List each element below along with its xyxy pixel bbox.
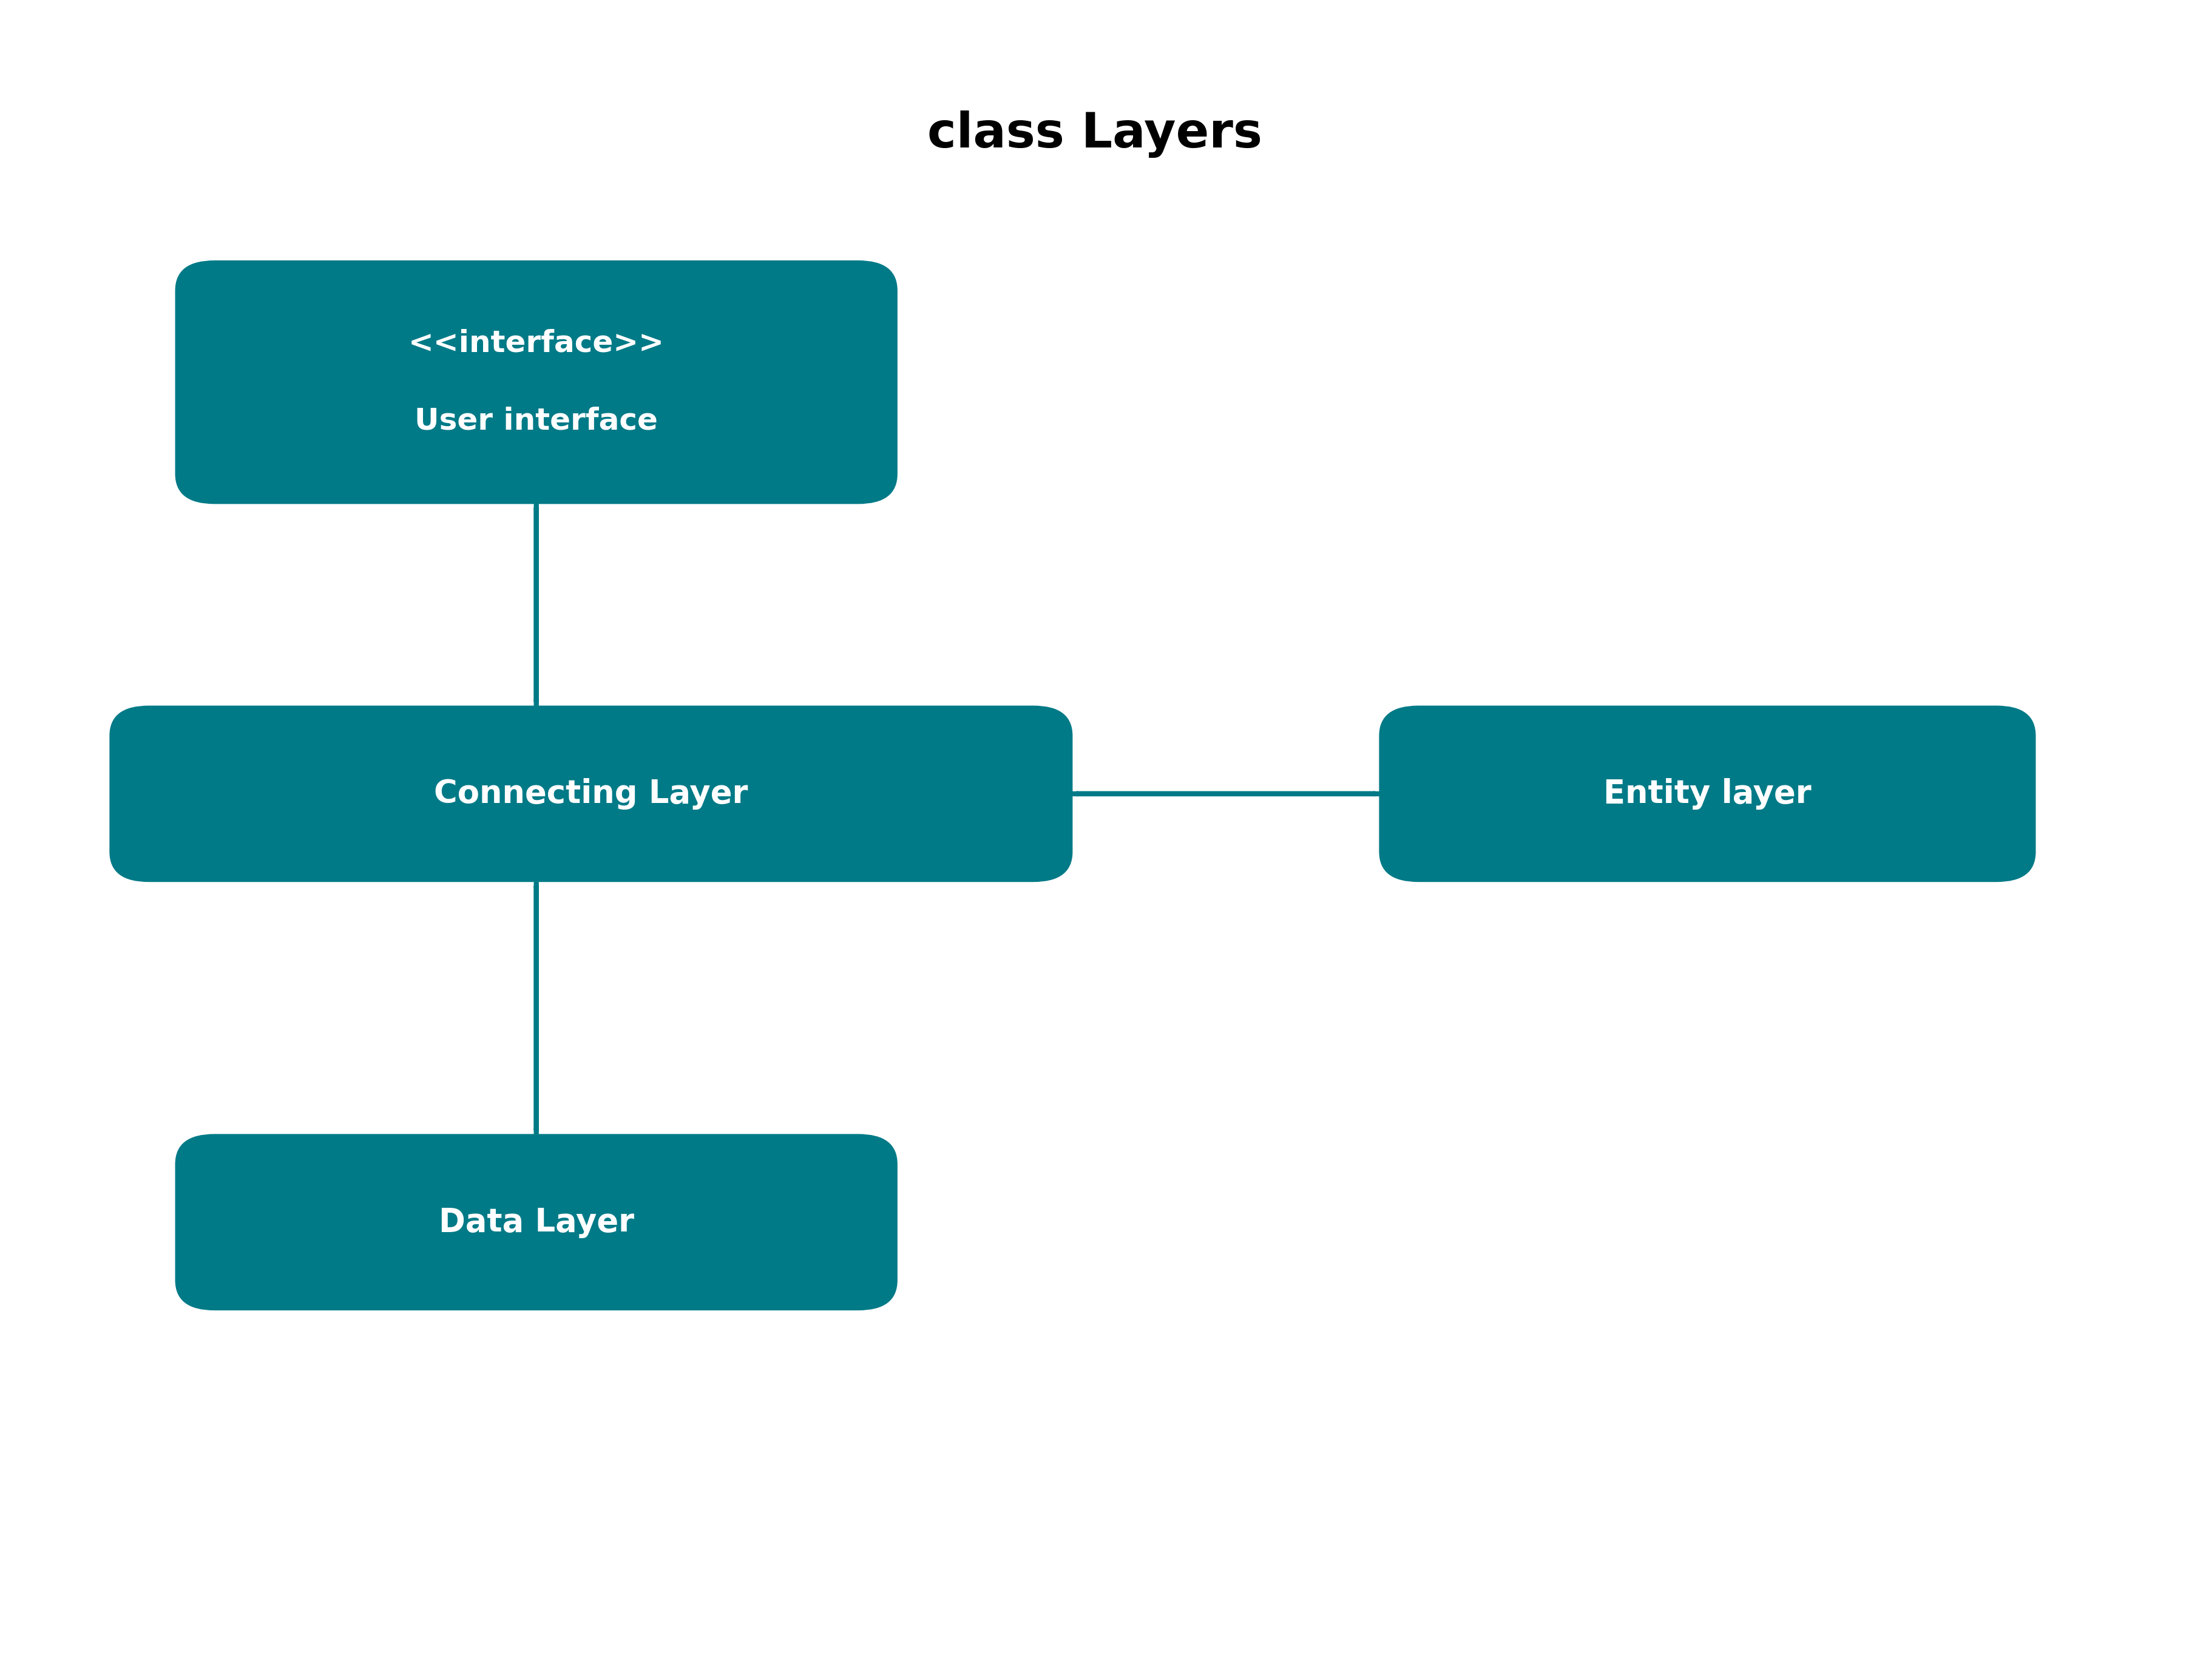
FancyBboxPatch shape [175,1134,897,1310]
FancyBboxPatch shape [1379,706,2036,882]
FancyBboxPatch shape [175,260,897,504]
Text: Entity layer: Entity layer [1605,778,1810,810]
Text: <<interface>>: <<interface>> [409,329,663,358]
Text: class Layers: class Layers [926,111,1263,158]
FancyBboxPatch shape [109,706,1073,882]
Text: Connecting Layer: Connecting Layer [433,778,749,810]
Text: User interface: User interface [414,407,659,435]
Text: Data Layer: Data Layer [438,1206,635,1238]
